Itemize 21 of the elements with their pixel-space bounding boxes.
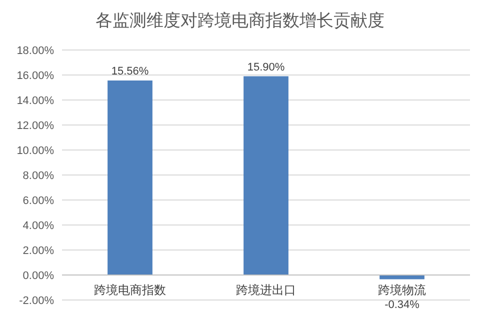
y-tick-label: -2.00% [19, 295, 54, 307]
x-tick-label: 跨境电商指数 [94, 283, 166, 297]
y-tick-label: 18.00% [16, 45, 54, 57]
y-tick-label: 8.00% [22, 170, 54, 182]
bar [108, 80, 152, 275]
y-tick-label: 14.00% [16, 95, 54, 107]
data-label: 15.56% [111, 66, 149, 78]
bar [244, 76, 288, 275]
y-tick-label: 12.00% [16, 120, 54, 132]
y-tick-label: 6.00% [22, 195, 54, 207]
chart-title: 各监测维度对跨境电商指数增长贡献度 [96, 11, 384, 30]
bar [380, 275, 424, 280]
data-label: -0.34% [384, 299, 420, 311]
x-tick-label: 跨境进出口 [236, 283, 296, 297]
x-tick-label: 跨境物流 [378, 283, 426, 297]
y-tick-label: 10.00% [16, 145, 54, 157]
y-tick-label: 16.00% [16, 70, 54, 82]
y-tick-label: 2.00% [22, 245, 54, 257]
y-tick-label: 0.00% [22, 270, 54, 282]
y-tick-label: 4.00% [22, 220, 54, 232]
data-label: 15.90% [247, 61, 285, 74]
